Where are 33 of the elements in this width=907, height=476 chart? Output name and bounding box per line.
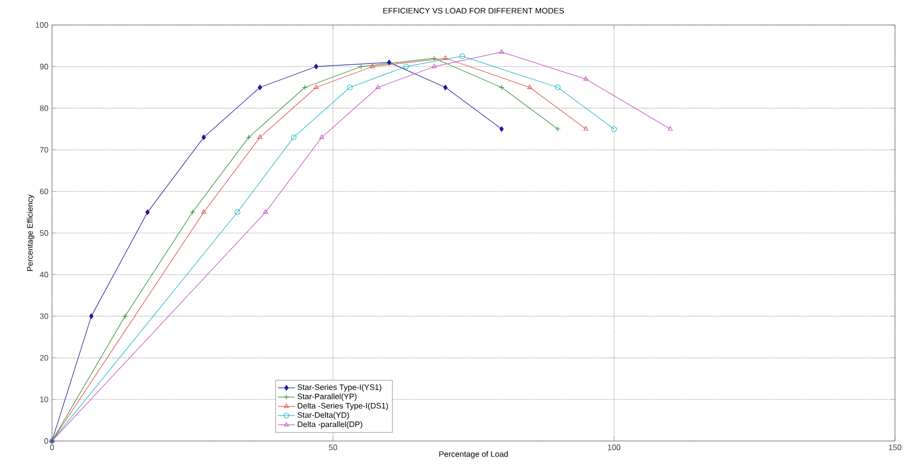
point [201,209,206,214]
point [290,134,296,140]
point [347,84,353,90]
point [387,60,392,66]
point [257,134,262,139]
point [431,55,437,62]
point [370,64,375,68]
point [499,49,504,54]
point [358,64,364,70]
point [499,126,504,132]
point [190,209,196,215]
point [498,84,504,90]
point [246,134,252,140]
point [234,209,240,215]
point [263,209,268,214]
point [258,84,262,90]
point [122,313,128,319]
point [432,64,437,68]
point [314,84,319,89]
point [443,84,448,90]
point [459,53,466,59]
point [555,84,561,90]
point [89,313,94,319]
point [583,76,588,81]
point [527,84,532,89]
point [376,84,380,89]
point [442,55,448,60]
point [202,134,206,140]
point [302,84,308,90]
point [319,134,324,139]
point [403,64,409,70]
point [145,209,150,215]
point [314,64,318,70]
